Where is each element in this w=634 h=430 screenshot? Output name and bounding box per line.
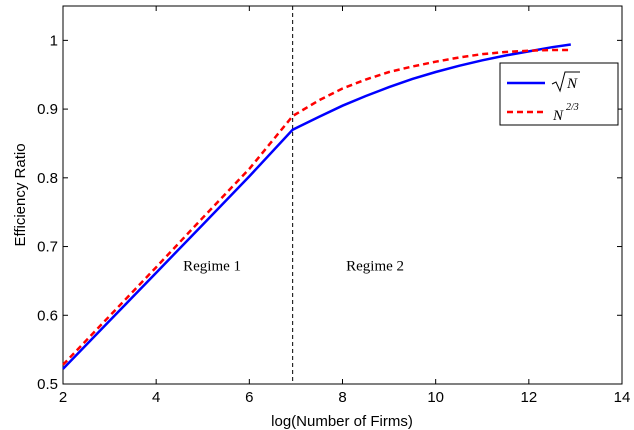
- y-tick-label: 0.6: [37, 307, 58, 324]
- axis-tick-labels: 2 4 6 8 10 12 14 0.5 0.6 0.7 0.8 0.9 1: [37, 32, 630, 406]
- legend-exponent-1: 2/3: [566, 102, 579, 113]
- y-tick-label: 0.8: [37, 170, 58, 187]
- legend-label-1: N: [552, 108, 564, 124]
- regime-annotations: Regime 1 Regime 2: [183, 259, 404, 275]
- x-tick-label: 8: [338, 389, 346, 406]
- y-tick-label: 0.5: [37, 376, 58, 393]
- x-tick-label: 10: [427, 389, 444, 406]
- sqrt-symbol: [551, 71, 580, 93]
- series-group: [62, 43, 571, 370]
- legend: NN2/3: [499, 62, 619, 126]
- axis-ticks: [62, 6, 623, 385]
- x-tick-label: 4: [152, 389, 160, 406]
- x-axis-label: log(Number of Firms): [271, 413, 413, 430]
- regime-label-2: Regime 2: [346, 259, 404, 275]
- y-tick-label: 0.7: [37, 239, 58, 256]
- x-tick-label: 6: [245, 389, 253, 406]
- x-tick-label: 14: [614, 389, 631, 406]
- x-tick-label: 2: [59, 389, 67, 406]
- regime-label-1: Regime 1: [183, 259, 241, 275]
- legend-box: [499, 62, 619, 126]
- legend-label-0: N: [566, 76, 578, 92]
- y-tick-label: 1: [50, 32, 58, 49]
- y-tick-label: 0.9: [37, 101, 58, 118]
- y-axis-label: Efficiency Ratio: [12, 143, 29, 246]
- series-line-0: [62, 43, 571, 370]
- series-line-1: [62, 48, 571, 366]
- x-tick-label: 12: [520, 389, 537, 406]
